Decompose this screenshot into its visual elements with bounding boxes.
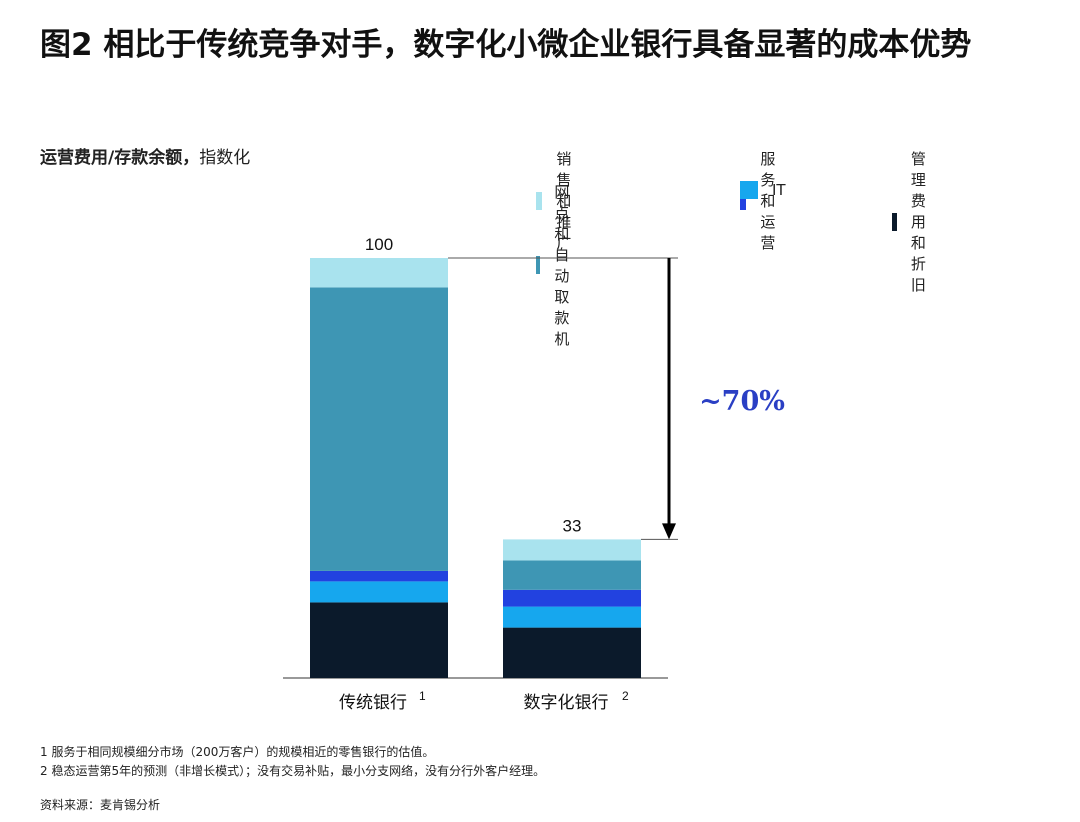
bar-segment-digital-3 <box>503 560 641 590</box>
reduction-arrow-head <box>662 523 676 540</box>
legend-label: 服务和运营 <box>760 150 776 252</box>
legend-item-admin: 管理费用和折旧 <box>892 148 939 295</box>
legend-label: 销售和推广 <box>556 150 572 252</box>
legend-swatch <box>536 191 543 210</box>
bar-segment-traditional-1 <box>310 581 448 603</box>
legend-item-it: IT <box>740 181 786 199</box>
footnote-1: 1 服务于相同规模细分市场（200万客户）的规模相近的零售银行的估值。 <box>40 745 435 759</box>
footnotes: 1 服务于相同规模细分市场（200万客户）的规模相近的零售银行的估值。 2 稳态… <box>40 743 545 781</box>
chart-title: 图2 相比于传统竞争对手，数字化小微企业银行具备显著的成本优势 <box>40 27 972 63</box>
bar-segment-traditional-3 <box>310 287 448 571</box>
category-label: 数字化银行 <box>524 693 609 713</box>
stacked-bar-chart: 100 传统银行 1 33 数字化银行 2 ~70% <box>283 235 785 713</box>
subtitle-metric: 运营费用/存款余额， <box>40 148 200 168</box>
bar-segment-traditional-4 <box>310 258 448 288</box>
legend-label: 管理费用和折旧 <box>910 150 926 294</box>
category-label: 传统银行 <box>339 693 407 713</box>
bar-segment-traditional-2 <box>310 570 448 582</box>
legend-item-service: 服务和运营 <box>740 148 787 253</box>
legend-swatch <box>892 212 897 231</box>
bar-segment-digital-0 <box>503 627 641 678</box>
reduction-annotation: ~70% <box>699 386 785 417</box>
chart-subtitle: 运营费用/存款余额，指数化 <box>40 143 250 168</box>
category-superscript: 1 <box>419 689 426 703</box>
total-label: 33 <box>563 516 582 535</box>
bar-segment-digital-4 <box>503 539 641 561</box>
legend-label: IT <box>772 181 786 199</box>
legend-swatch <box>740 181 758 199</box>
subtitle-unit: 指数化 <box>199 148 251 168</box>
footnote-2: 2 稳态运营第5年的预测（非增长模式）；没有交易补贴，最小分支网络，没有分行外客… <box>40 764 546 778</box>
bar-segment-traditional-0 <box>310 602 448 678</box>
bar-segment-digital-2 <box>503 589 641 607</box>
legend-item-branches: 网点和自动取款机 <box>536 181 583 349</box>
legend-item-sales: 销售和推广 <box>536 148 583 253</box>
category-superscript: 2 <box>622 689 629 703</box>
source-note: 资料来源：麦肯锡分析 <box>40 798 161 812</box>
bar-segment-digital-1 <box>503 606 641 628</box>
legend-swatch <box>536 256 541 274</box>
total-label: 100 <box>365 235 393 254</box>
legend-label: 网点和自动取款机 <box>554 183 570 348</box>
legend-swatch <box>740 191 747 210</box>
